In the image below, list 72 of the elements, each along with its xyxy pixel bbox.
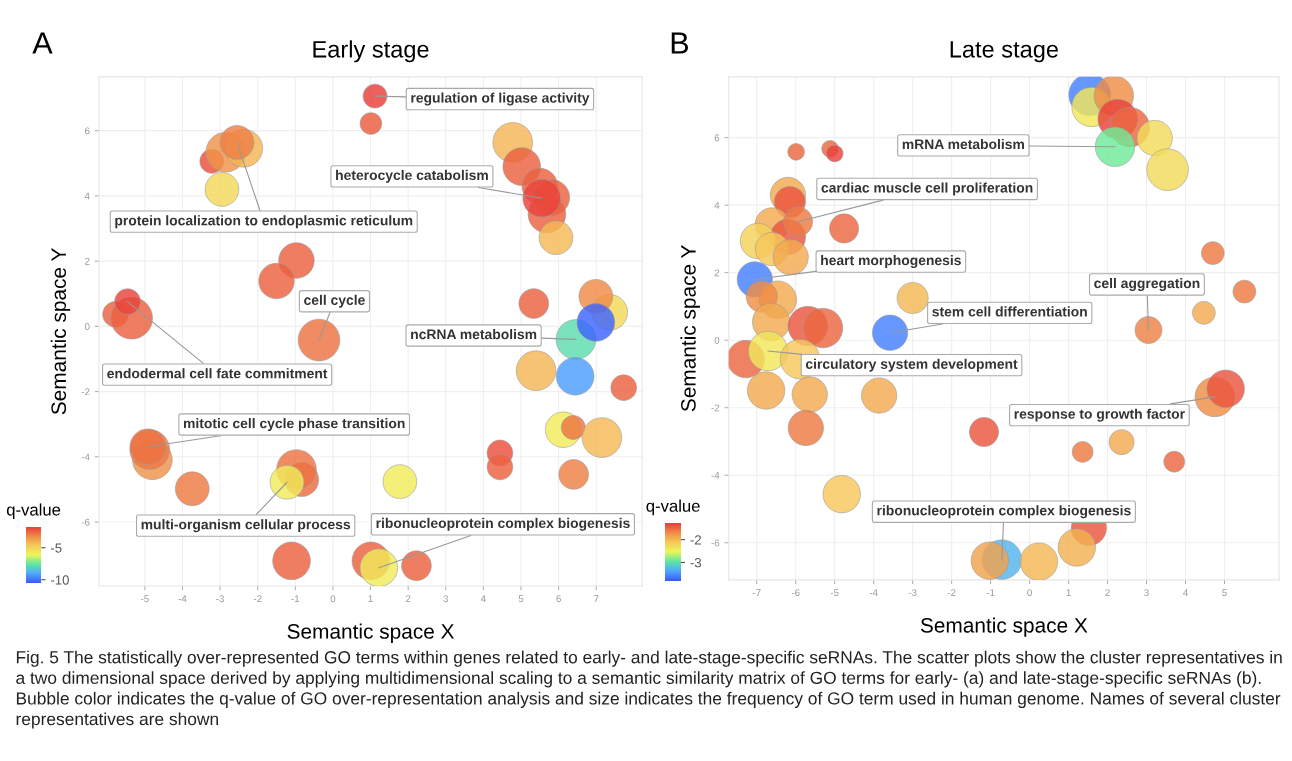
annotation: mRNA metabolism <box>902 138 1024 150</box>
y-tick-label: 6 <box>85 127 90 135</box>
text: B <box>671 32 689 54</box>
annotation: stem cell differentiation <box>932 306 1087 317</box>
x-tick-label: 4 <box>1183 589 1188 596</box>
x-tick-label: 2 <box>405 595 411 603</box>
x-tick-label: -6 <box>791 589 800 597</box>
x-tick-label: 1 <box>368 595 373 603</box>
annotation: ribonucleoprotein complex biogenesis <box>877 505 1131 519</box>
y-tick-label: -2 <box>81 388 90 396</box>
y-tick-label: 4 <box>714 201 720 209</box>
x-tick-label: 6 <box>556 595 561 603</box>
y-tick-label: 2 <box>85 257 90 265</box>
x-tick-label: -3 <box>216 595 224 603</box>
x-axis-title: Semantic space X <box>920 617 1088 637</box>
x-tick-label: -4 <box>869 589 878 596</box>
x-tick-label: -5 <box>140 595 149 603</box>
color-bar-label: -10 <box>50 575 69 585</box>
x-tick-label: 1 <box>1066 589 1071 596</box>
x-tick-label: 3 <box>1144 589 1149 597</box>
annotation: multi-organism cellular process <box>141 519 351 533</box>
x-tick-label: 0 <box>1027 589 1032 597</box>
x-tick-label: -4 <box>178 595 187 603</box>
x-tick-label: -1 <box>986 589 995 596</box>
x-tick-label: 3 <box>443 595 449 603</box>
y-tick-label: -4 <box>711 472 720 479</box>
y-tick-label: 0 <box>714 336 720 344</box>
annotation: cardiac muscle cell proliferation <box>821 182 1033 196</box>
annotation: endodermal cell fate commitment <box>107 368 328 379</box>
y-axis-title: Semantic space Y <box>50 248 71 415</box>
y-tick-label: 4 <box>84 192 90 200</box>
x-tick-label: 2 <box>1105 589 1110 596</box>
text: A <box>32 32 53 54</box>
color-bar-title: q-value <box>6 503 61 519</box>
chart-title: Late stage <box>950 41 1058 63</box>
y-tick-label: 6 <box>714 134 720 142</box>
x-tick-label: -5 <box>830 589 839 597</box>
x-tick-label: -7 <box>752 589 761 596</box>
x-tick-label: 4 <box>480 595 486 603</box>
chart-title: Early stage <box>313 40 429 63</box>
annotation: cell cycle <box>304 294 365 308</box>
y-tick-label: 0 <box>84 323 90 330</box>
annotation: heterocycle catabolism <box>336 169 488 183</box>
x-tick-label: -1 <box>291 595 300 603</box>
y-tick-label: -4 <box>81 453 90 461</box>
color-bar-label: -5 <box>50 543 62 553</box>
annotation: regulation of ligase activity <box>411 92 590 106</box>
y-tick-label: -6 <box>711 539 720 547</box>
annotation: protein localization to endoplasmic reticulum <box>115 215 413 229</box>
y-tick-label: -6 <box>81 518 90 526</box>
color-bar-label: -3 <box>690 557 702 568</box>
x-tick-label: -2 <box>947 589 956 596</box>
annotation: ribonucleoprotein complex biogenesis <box>376 517 630 531</box>
x-tick-label: -3 <box>908 589 917 597</box>
x-axis-title: Semantic space X <box>287 623 455 643</box>
x-tick-label: 5 <box>518 595 524 603</box>
x-tick-label: 7 <box>594 595 599 603</box>
annotation: mitotic cell cycle phase transition <box>183 418 405 431</box>
x-tick-label: 0 <box>330 595 336 603</box>
annotation: response to growth factor <box>1014 408 1185 422</box>
annotation: cell aggregation <box>1094 277 1200 291</box>
annotation: ncRNA metabolism <box>411 329 537 340</box>
x-tick-label: -2 <box>253 595 262 603</box>
color-bar-title: q-value <box>646 499 700 516</box>
y-axis-title: Semantic space Y <box>680 245 700 412</box>
y-tick-label: 2 <box>714 269 720 277</box>
x-tick-label: 5 <box>1222 589 1227 597</box>
caption: Fig. 5 The statistically over-represented GO terms within genes related to early- and late-stage-specific seRNAs. The scatter plots show the cluster representatives in a two dimensional space derived by applying multidimensional scaling to a semantic similarity matrix of GO terms for early- (a) and late-stage-specific seRNAs (b). Bubble color indicates the q-value of GO over-representation analysis and size indicates the frequency of GO term used in human genome. Names of several cluster representatives are shown <box>16 650 1282 729</box>
annotation: circulatory system development <box>805 358 1018 372</box>
annotation: heart morphogenesis <box>821 255 961 269</box>
y-tick-label: -2 <box>711 404 720 412</box>
color-bar-label: -2 <box>690 535 701 545</box>
